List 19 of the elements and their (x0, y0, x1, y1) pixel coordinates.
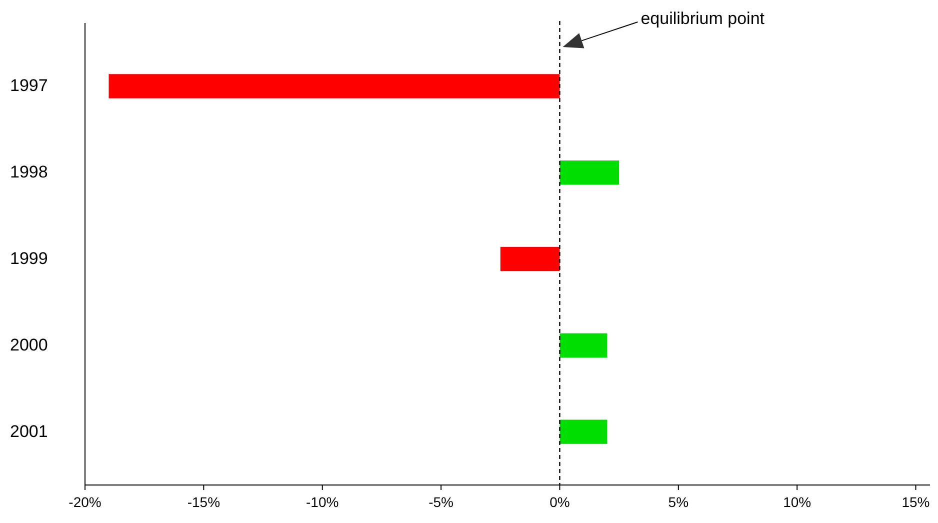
x-tick-label: 0% (550, 494, 570, 510)
bar (560, 420, 608, 444)
bar (108, 74, 560, 98)
annotation: equilibrium point (640, 9, 765, 28)
x-tick-label: 5% (668, 494, 689, 510)
y-tick-label: 1999 (10, 249, 48, 268)
x-tick-label: -15% (187, 494, 220, 510)
x-tick-label: 10% (783, 494, 812, 510)
bar (560, 160, 620, 185)
x-tick-label: -10% (306, 494, 339, 510)
x-tick-label: -20% (68, 494, 102, 510)
bar (560, 333, 608, 358)
y-tick-label: 2001 (10, 422, 48, 441)
y-tick-label: 1998 (10, 162, 48, 182)
x-tick-label: 15% (902, 494, 930, 510)
x-tick-label: -5% (428, 494, 454, 510)
y-tick-label: 1997 (10, 76, 48, 96)
y-tick-label: 2000 (10, 335, 48, 354)
bar (500, 246, 560, 272)
